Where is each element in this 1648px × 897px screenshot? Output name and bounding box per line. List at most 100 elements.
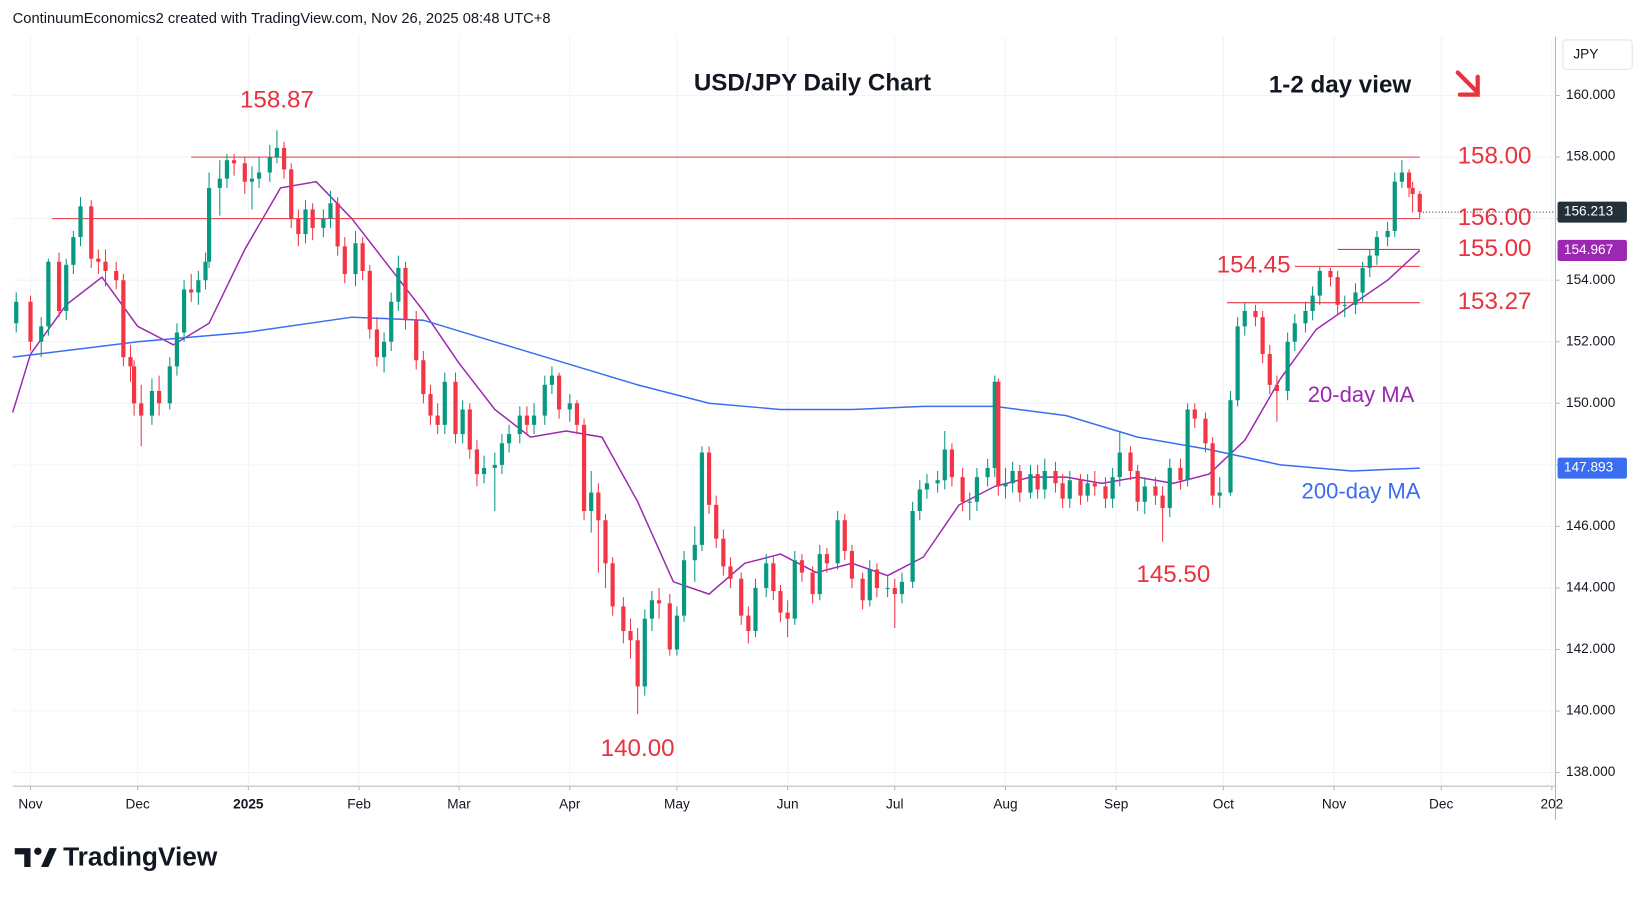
x-tick-label: 202 <box>1541 797 1564 812</box>
candle-body <box>206 187 212 262</box>
candle-body <box>885 587 890 589</box>
candle-body <box>1253 310 1258 318</box>
candle-body <box>1410 187 1415 195</box>
candle-body <box>89 206 94 259</box>
candle-body <box>874 569 880 588</box>
candle-body <box>203 261 208 281</box>
candle-body <box>642 618 647 687</box>
candle-body <box>64 264 69 311</box>
candle-body <box>1210 443 1215 496</box>
candle-body <box>649 600 655 619</box>
candle-body <box>949 449 955 478</box>
currency[interactable]: JPY <box>1573 46 1598 61</box>
currency-box[interactable] <box>1562 39 1633 70</box>
candle-body <box>1142 486 1147 502</box>
candle-body <box>681 560 687 616</box>
candle-body <box>217 178 222 188</box>
candle-body <box>103 261 108 271</box>
y-tick-label: 144.000 <box>1566 580 1616 595</box>
candle-body <box>1042 471 1047 490</box>
brand: TradingView <box>63 842 218 872</box>
candle-body <box>374 329 380 358</box>
candle-body <box>967 501 972 503</box>
candle-body <box>289 169 294 219</box>
candle-body <box>481 467 487 475</box>
x-tick-label: 2025 <box>233 797 264 812</box>
candle-body <box>621 606 626 632</box>
candle-body <box>321 218 326 228</box>
candle-body <box>174 332 180 367</box>
y-tick-label: 160.000 <box>1566 87 1616 102</box>
candle-body <box>603 520 608 564</box>
candle-body <box>381 341 387 358</box>
candle-body <box>635 640 640 687</box>
candle-body <box>167 366 172 404</box>
brand-logo <box>14 847 57 868</box>
candle-body <box>421 360 426 395</box>
y-tick-label: 154.000 <box>1566 272 1616 287</box>
candle-body <box>596 492 601 521</box>
candle-body <box>610 563 615 607</box>
candle-body <box>1360 267 1365 293</box>
candle-body <box>524 415 530 425</box>
candle-body <box>996 381 1001 487</box>
candle-body <box>1417 194 1422 213</box>
candle-body <box>714 504 719 539</box>
levels-layer <box>51 156 1556 304</box>
candle-body <box>1274 384 1280 391</box>
candle-body <box>506 434 512 444</box>
candle-body <box>467 409 472 450</box>
level-label: 155.00 <box>1458 235 1532 262</box>
candle-body <box>1010 471 1015 484</box>
annotation: 145.50 <box>1136 561 1210 588</box>
candle-body <box>1217 492 1222 496</box>
candle-body <box>1292 323 1297 342</box>
candle-body <box>1399 172 1405 182</box>
y-tick-label: 150.000 <box>1566 395 1616 410</box>
x-tick-label: Dec <box>126 797 150 812</box>
moving-average-tag-label: 154.967 <box>1564 242 1613 257</box>
candle-body <box>499 443 505 465</box>
candle-body <box>985 467 990 478</box>
candle-body <box>274 147 280 158</box>
candle-body <box>810 572 815 595</box>
candle-body <box>628 631 633 641</box>
candle-body <box>581 424 587 512</box>
moving-average-line <box>12 316 1420 472</box>
x-tick-label: May <box>664 797 690 812</box>
candle-body <box>778 591 783 613</box>
candle-body <box>360 243 365 271</box>
labels-layer: 138.000140.000142.000144.000146.000148.0… <box>18 86 1627 812</box>
candle-body <box>131 366 137 404</box>
candle-body <box>656 600 662 604</box>
candle-body <box>764 563 769 588</box>
candle-body <box>1003 483 1008 487</box>
candle-body <box>574 403 580 425</box>
candle-body <box>1374 237 1380 256</box>
candle-body <box>1053 471 1058 484</box>
candle-body <box>942 449 947 481</box>
x-tick-label: Jul <box>886 797 903 812</box>
candle-body <box>753 587 758 632</box>
candle-body <box>128 357 133 367</box>
candle-body <box>556 375 562 410</box>
x-tick-label: Oct <box>1213 797 1234 812</box>
x-tick-label: Nov <box>18 797 42 812</box>
header: ContinuumEconomics2 created with Trading… <box>13 11 551 27</box>
candle-body <box>389 301 394 342</box>
chart-subtitle: 1-2 day view <box>1269 72 1412 99</box>
y-tick-label: 138.000 <box>1566 764 1616 779</box>
candle-body <box>1117 452 1122 478</box>
moving-average-tag <box>1557 239 1627 261</box>
candle-body <box>1160 495 1165 508</box>
moving-average-name: 20-day MA <box>1308 382 1415 407</box>
candle-body <box>899 581 905 595</box>
candle-body <box>517 415 522 435</box>
candle-body <box>396 267 401 302</box>
candle-body <box>699 452 705 545</box>
candle-body <box>1267 354 1272 385</box>
y-tick-label: 152.000 <box>1566 333 1616 348</box>
chart-title: USD/JPY Daily Chart <box>694 69 931 96</box>
